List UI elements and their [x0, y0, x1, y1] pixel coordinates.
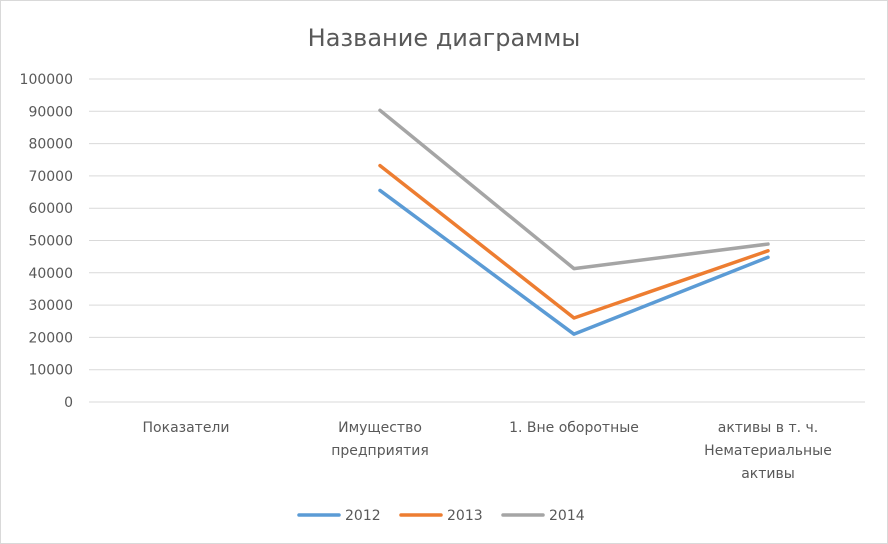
x-category-line: Имущество — [338, 420, 422, 436]
x-category-line: активы — [741, 466, 795, 482]
chart-title: Название диаграммы — [308, 24, 581, 52]
y-tick-label: 30000 — [28, 298, 73, 314]
x-category-line: предприятия — [331, 443, 429, 459]
series-line-2014 — [378, 108, 770, 271]
legend-label: 2014 — [549, 508, 585, 524]
x-category-label: Показатели — [143, 420, 230, 436]
y-tick-label: 100000 — [20, 72, 73, 88]
x-category-line: Показатели — [143, 420, 230, 436]
legend-label: 2012 — [345, 508, 381, 524]
x-category-line: 1. Вне оборотные — [509, 420, 639, 436]
legend-label: 2013 — [447, 508, 483, 524]
y-tick-label: 10000 — [28, 363, 73, 379]
y-tick-label: 70000 — [28, 169, 73, 185]
y-tick-label: 90000 — [28, 104, 73, 120]
x-category-line: Нематериальные — [704, 443, 832, 459]
y-tick-label: 20000 — [28, 330, 73, 346]
series-line-2013 — [378, 163, 770, 320]
series-lines — [378, 108, 770, 336]
y-tick-label: 80000 — [28, 137, 73, 153]
legend: 2012 2013 2014 — [297, 508, 585, 524]
x-category-label: Имущество предприятия — [331, 420, 429, 459]
y-tick-label: 50000 — [28, 234, 73, 250]
x-category-line: активы в т. ч. — [718, 420, 819, 436]
x-axis-categories: Показатели Имущество предприятия 1. Вне обо… — [143, 420, 832, 482]
x-category-label: активы в т. ч. Нематериальные активы — [704, 420, 832, 482]
y-axis-ticks: 0 10000 20000 30000 40000 50000 60000 70000 8000… — [20, 72, 73, 411]
y-tick-label: 60000 — [28, 201, 73, 217]
y-tick-label: 0 — [64, 395, 73, 411]
y-tick-label: 40000 — [28, 266, 73, 282]
x-category-label: 1. Вне оборотные — [509, 420, 639, 436]
